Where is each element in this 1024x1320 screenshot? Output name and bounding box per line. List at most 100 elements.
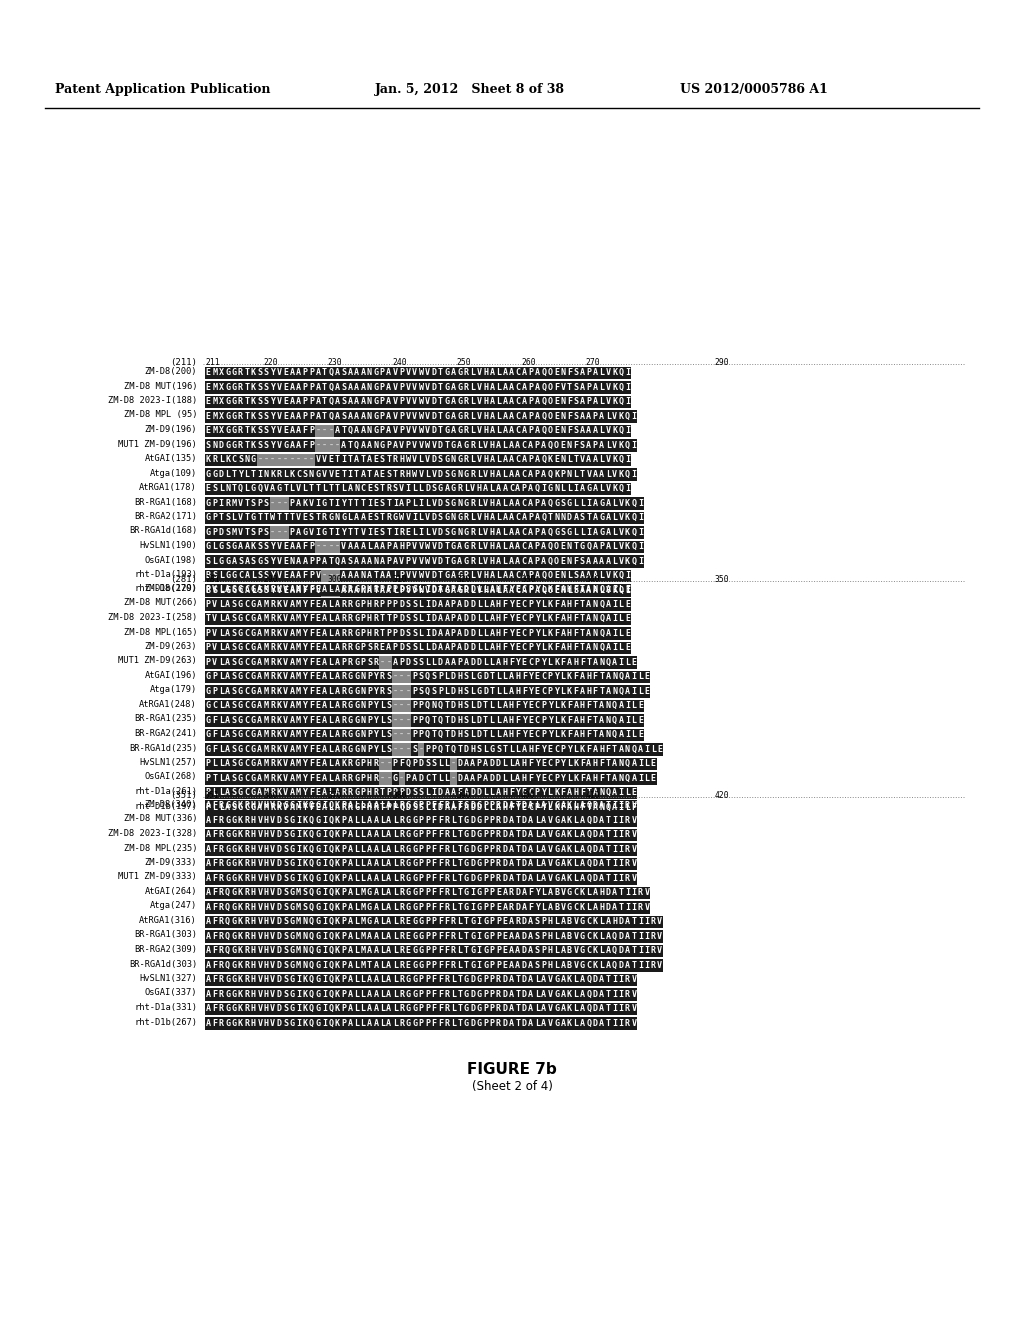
Bar: [379, 511, 386, 524]
Bar: [289, 814, 295, 826]
Bar: [334, 758, 340, 770]
Bar: [340, 627, 347, 639]
Bar: [482, 671, 488, 682]
Bar: [586, 656, 592, 668]
Text: Q: Q: [548, 528, 553, 537]
Bar: [322, 583, 328, 597]
Bar: [250, 887, 257, 899]
Text: A: A: [528, 499, 534, 508]
Text: G: G: [451, 484, 456, 494]
Bar: [586, 540, 592, 553]
Bar: [404, 902, 412, 913]
Bar: [418, 627, 424, 639]
Bar: [257, 987, 263, 1001]
Text: A: A: [322, 744, 327, 754]
Bar: [238, 987, 244, 1001]
Bar: [580, 627, 586, 639]
Text: A: A: [509, 816, 514, 825]
Text: P: P: [341, 888, 346, 898]
Bar: [560, 656, 566, 668]
Bar: [269, 758, 275, 770]
Text: G: G: [354, 614, 359, 623]
Bar: [334, 656, 340, 668]
Bar: [379, 743, 386, 755]
Bar: [437, 743, 443, 755]
Bar: [572, 627, 580, 639]
Text: E: E: [638, 715, 643, 725]
Bar: [560, 873, 566, 884]
Text: Q: Q: [438, 701, 443, 710]
Text: R: R: [444, 816, 450, 825]
Bar: [314, 758, 322, 770]
Bar: [631, 974, 637, 986]
Bar: [463, 627, 469, 639]
Bar: [353, 627, 359, 639]
Text: L: L: [496, 426, 501, 436]
Bar: [340, 411, 347, 422]
Bar: [431, 381, 437, 393]
Bar: [553, 671, 560, 682]
Bar: [257, 1002, 263, 1015]
Bar: [334, 612, 340, 624]
Text: A: A: [587, 426, 591, 436]
Bar: [367, 1016, 373, 1030]
Bar: [328, 367, 334, 379]
Bar: [412, 743, 418, 755]
Bar: [367, 598, 373, 610]
Bar: [496, 554, 502, 568]
Bar: [515, 367, 521, 379]
Bar: [586, 469, 592, 480]
Bar: [580, 469, 586, 480]
Bar: [230, 411, 238, 422]
Bar: [508, 540, 515, 553]
Text: A: A: [580, 383, 585, 392]
Text: G: G: [554, 859, 559, 869]
Text: D: D: [503, 859, 508, 869]
Bar: [283, 367, 289, 379]
Bar: [605, 525, 611, 539]
Text: F: F: [302, 426, 307, 436]
Bar: [617, 931, 625, 942]
Text: A: A: [599, 1019, 604, 1028]
Bar: [598, 974, 605, 986]
Text: E: E: [283, 397, 288, 407]
Text: A: A: [399, 499, 404, 508]
Text: G: G: [354, 759, 359, 768]
Text: A: A: [605, 557, 610, 566]
Text: Y: Y: [515, 788, 520, 797]
Text: N: N: [593, 599, 598, 609]
Text: H: H: [367, 774, 372, 783]
Bar: [521, 814, 527, 826]
Bar: [580, 381, 586, 393]
Bar: [451, 987, 457, 1001]
Text: L: L: [438, 759, 443, 768]
Text: N: N: [593, 614, 598, 623]
Bar: [469, 787, 476, 799]
Bar: [295, 381, 302, 393]
Text: A: A: [599, 715, 604, 725]
Text: C: C: [548, 759, 553, 768]
Text: T: T: [264, 513, 268, 523]
Text: F: F: [431, 830, 436, 840]
Bar: [476, 1002, 482, 1015]
Bar: [275, 887, 283, 899]
Text: G: G: [476, 845, 481, 854]
Bar: [269, 425, 275, 437]
Text: Q: Q: [438, 730, 443, 739]
Text: W: W: [270, 513, 275, 523]
Bar: [205, 411, 211, 422]
Text: G: G: [438, 484, 443, 494]
Bar: [244, 498, 250, 510]
Bar: [295, 440, 302, 451]
Bar: [553, 642, 560, 653]
Text: G: G: [476, 903, 481, 912]
Bar: [367, 612, 373, 624]
Text: R: R: [625, 816, 630, 825]
Bar: [295, 843, 302, 855]
Bar: [322, 498, 328, 510]
Text: M: M: [264, 730, 268, 739]
Text: L: L: [393, 888, 397, 898]
Text: K: K: [548, 455, 553, 465]
Text: A: A: [296, 397, 301, 407]
Text: A: A: [593, 586, 598, 595]
